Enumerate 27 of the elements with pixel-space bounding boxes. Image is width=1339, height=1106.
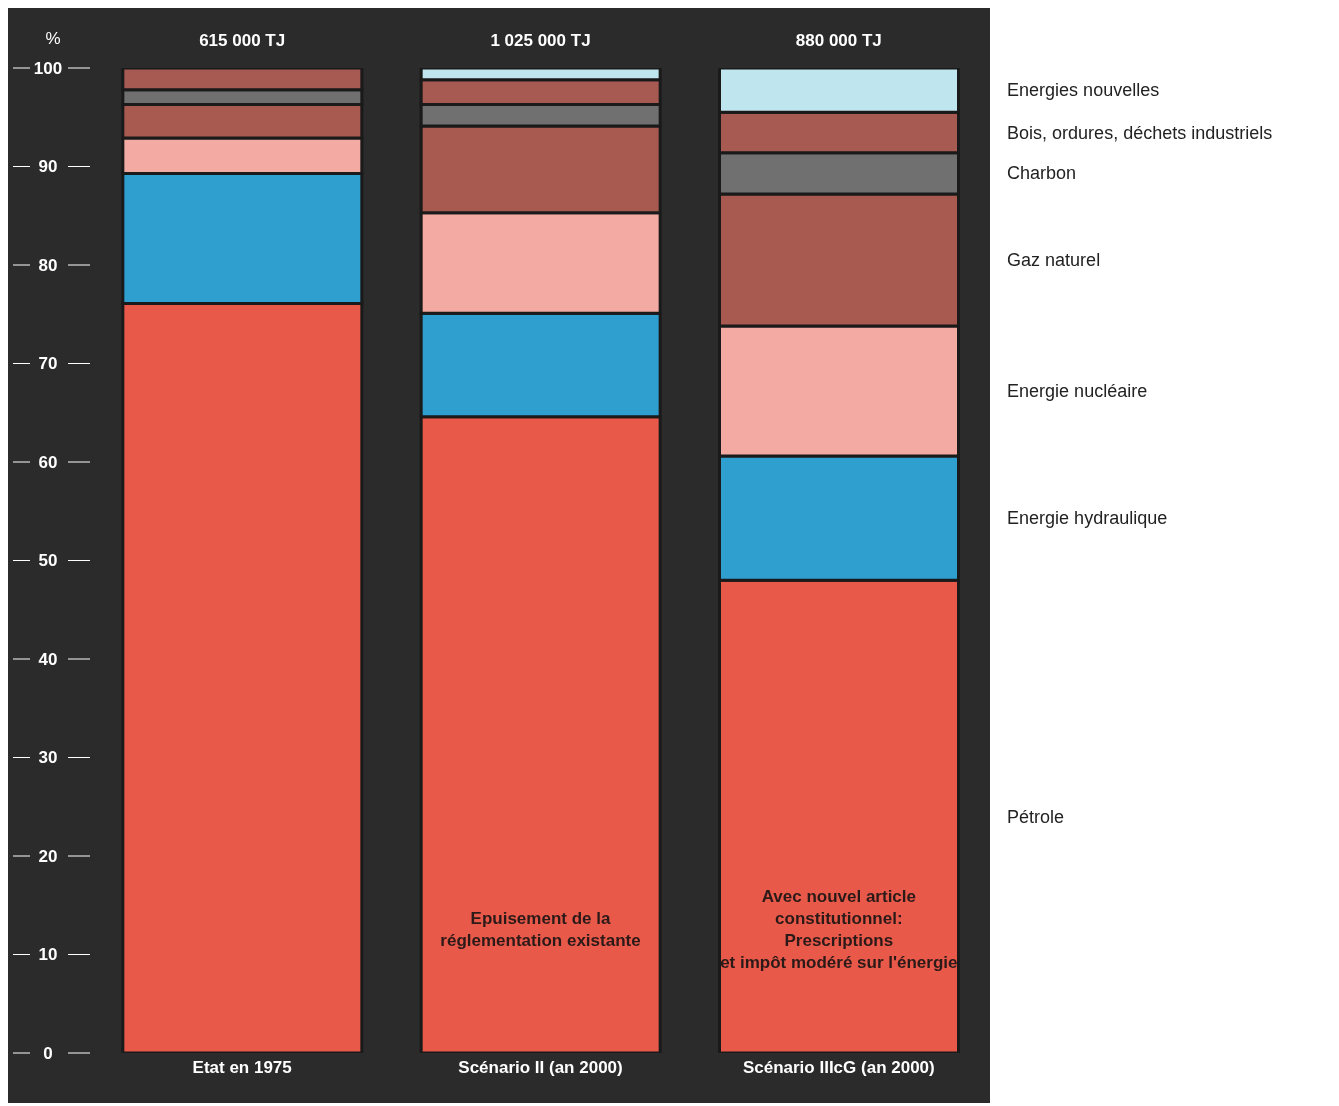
y-tick-label: 100 <box>33 58 63 78</box>
y-tick-label: 0 <box>43 1043 53 1063</box>
y-tick-label: 40 <box>38 649 58 669</box>
text: Energies nouvelles <box>1007 80 1160 101</box>
text: Gaz naturel <box>1007 250 1101 271</box>
annotation: Epuisement de la réglementation existante <box>440 908 641 950</box>
y-tick-label: 80 <box>38 255 58 275</box>
text: Energie nucléaire <box>1007 381 1148 402</box>
y-tick-label: 10 <box>38 945 58 964</box>
annotation: 880 000 TJ <box>795 31 882 50</box>
y-tick-label: 70 <box>38 354 58 373</box>
text: Pétrole <box>1007 806 1065 827</box>
text: Charbon <box>1007 163 1077 184</box>
y-axis-title: % <box>45 29 61 48</box>
x-tick-label: Scénario II (an 2000) <box>458 1058 623 1078</box>
annotation: 615 000 TJ <box>199 31 286 50</box>
y-tick-label: 20 <box>38 846 58 866</box>
y-tick-label: 60 <box>38 452 58 472</box>
annotation: 1 025 000 TJ <box>490 31 591 50</box>
annotation: Avec nouvel article constitutionnel: Prescriptions et impôt modéré sur l'énergie <box>720 886 958 972</box>
text: Energie hydraulique <box>1007 508 1168 529</box>
y-tick-label: 30 <box>38 748 58 767</box>
y-tick-label: 50 <box>38 551 58 570</box>
text: Bois, ordures, déchets industriels <box>1007 122 1273 143</box>
y-tick-label: 90 <box>38 157 58 176</box>
x-tick-label: Scénario IIIcG (an 2000) <box>742 1058 935 1078</box>
x-tick-label: Etat en 1975 <box>192 1058 292 1078</box>
